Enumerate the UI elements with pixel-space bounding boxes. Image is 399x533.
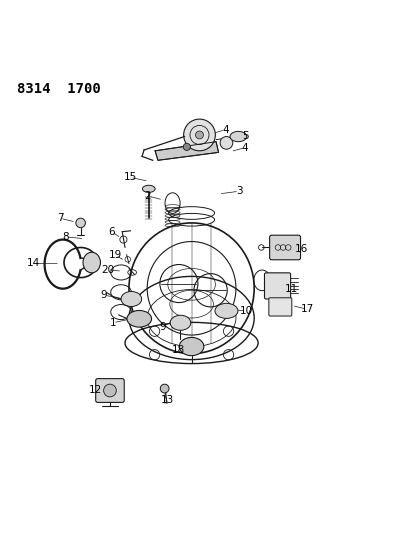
Ellipse shape [142, 185, 155, 192]
Text: 19: 19 [109, 251, 122, 261]
FancyBboxPatch shape [265, 273, 290, 299]
Ellipse shape [121, 292, 142, 306]
Text: 8314  1700: 8314 1700 [17, 82, 101, 96]
Ellipse shape [83, 252, 101, 273]
Text: 11: 11 [285, 285, 298, 294]
Text: 5: 5 [242, 131, 249, 141]
Text: 17: 17 [301, 304, 314, 314]
Text: 3: 3 [236, 186, 243, 196]
Text: 18: 18 [172, 345, 186, 356]
Text: 2: 2 [145, 191, 151, 201]
FancyBboxPatch shape [270, 235, 300, 260]
Text: 10: 10 [240, 306, 253, 316]
Circle shape [183, 143, 190, 150]
Text: 7: 7 [57, 213, 63, 223]
Text: 1: 1 [110, 318, 117, 328]
Ellipse shape [170, 315, 191, 330]
Circle shape [160, 384, 169, 393]
Polygon shape [155, 142, 219, 160]
Ellipse shape [127, 311, 152, 327]
Circle shape [76, 218, 85, 228]
Text: 15: 15 [124, 172, 137, 182]
Text: 16: 16 [295, 244, 308, 254]
Circle shape [184, 119, 215, 151]
Text: 12: 12 [89, 385, 102, 395]
Circle shape [104, 384, 116, 397]
Text: 13: 13 [160, 395, 174, 406]
Circle shape [196, 131, 203, 139]
FancyBboxPatch shape [269, 298, 292, 316]
Text: 4: 4 [222, 125, 229, 135]
Ellipse shape [179, 337, 204, 356]
Text: 4: 4 [242, 143, 249, 152]
Text: 14: 14 [27, 259, 41, 268]
Ellipse shape [230, 132, 247, 142]
Text: 20: 20 [101, 265, 114, 274]
FancyBboxPatch shape [96, 378, 124, 402]
Ellipse shape [215, 303, 238, 318]
Text: 9: 9 [160, 322, 166, 332]
Text: 9: 9 [100, 290, 107, 300]
Circle shape [220, 136, 233, 149]
Text: 6: 6 [108, 227, 115, 237]
Text: 8: 8 [62, 232, 69, 242]
